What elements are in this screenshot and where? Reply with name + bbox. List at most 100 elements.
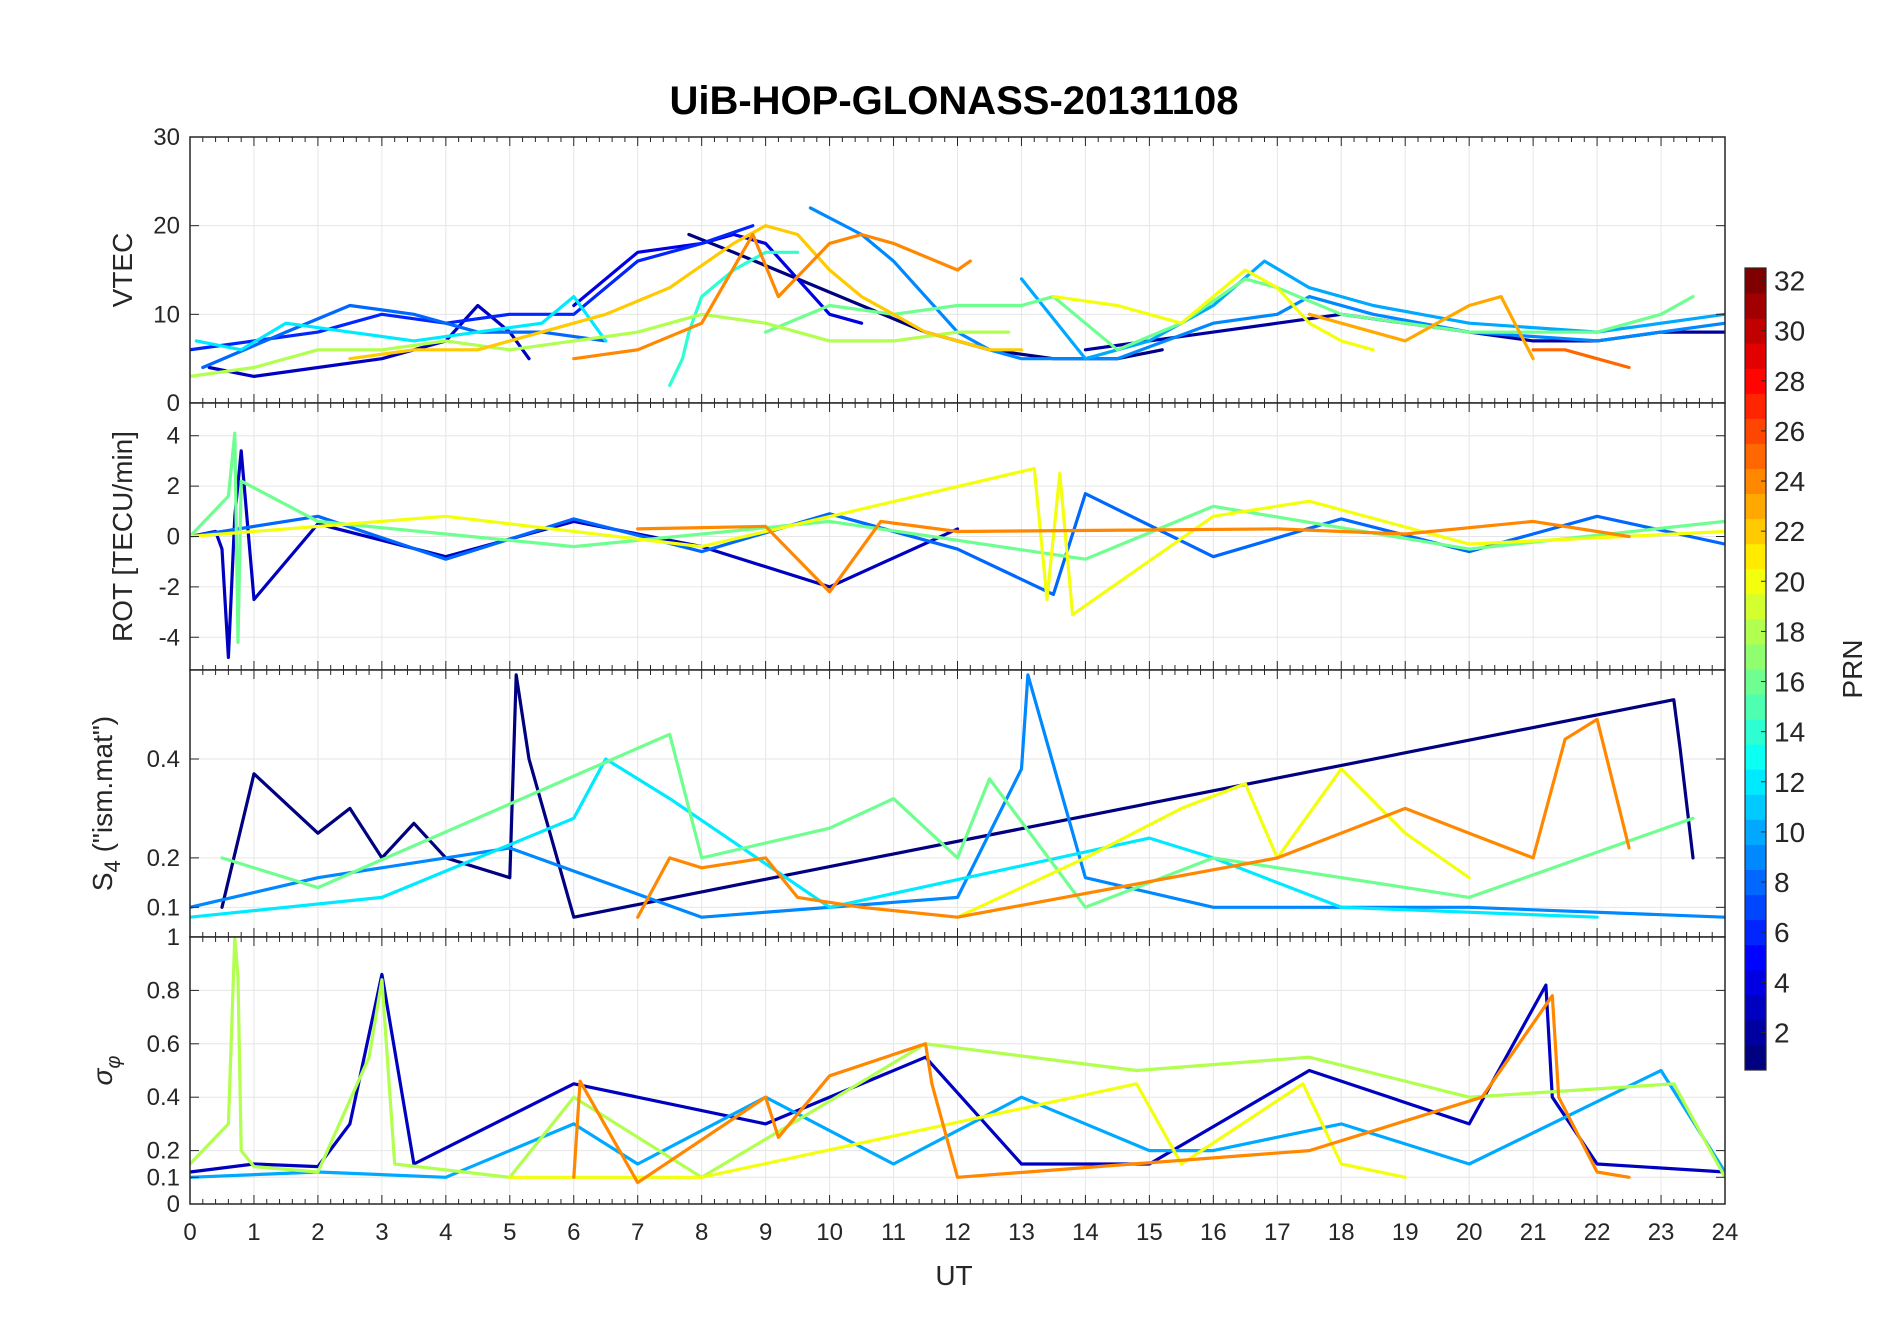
colorbar-segment <box>1745 1044 1766 1071</box>
x-tick-label: 9 <box>759 1219 772 1246</box>
colorbar-segment <box>1745 869 1766 896</box>
colorbar-segment <box>1745 468 1766 495</box>
series-line-prn-20 <box>190 466 1725 617</box>
colorbar-tick-label: 6 <box>1774 917 1790 948</box>
colorbar-tick-label: 12 <box>1774 767 1805 798</box>
ticks: 0 10 20 30 <box>153 124 1726 417</box>
colorbar-tick-label: 32 <box>1774 266 1805 297</box>
x-tick-label: 16 <box>1200 1219 1227 1246</box>
y-axis-label: ROT [TECU/min] <box>107 431 138 642</box>
colorbar-segment <box>1745 418 1766 444</box>
series-group <box>190 206 1725 387</box>
x-tick-label: 13 <box>1008 1219 1035 1246</box>
series-line-prn-6 <box>190 224 755 352</box>
colorbar-tick-label: 28 <box>1774 366 1805 397</box>
y-tick-label: -4 <box>159 624 180 651</box>
ticks: 0.1 0.2 0.4 <box>147 670 1726 937</box>
colorbar-tick-label: 22 <box>1774 516 1805 547</box>
colorbar-segment <box>1745 643 1766 670</box>
y-tick-label: 20 <box>153 213 180 240</box>
series-line-prn-20 <box>1051 268 1375 352</box>
colorbar-segment <box>1745 744 1766 770</box>
series-line-prn-12 <box>190 757 1599 919</box>
colorbar-tick-label: 2 <box>1774 1017 1790 1048</box>
x-tick-label: 6 <box>567 1219 580 1246</box>
x-tick-label: 23 <box>1648 1219 1675 1246</box>
y-tick-label: 0.4 <box>147 746 180 773</box>
colorbar-border <box>1744 267 1767 1071</box>
colorbar-tick-label: 14 <box>1774 717 1805 748</box>
y-tick-label: 0.1 <box>147 1164 180 1191</box>
series-line-prn-14 <box>668 250 800 387</box>
x-tick-label: 14 <box>1072 1219 1099 1246</box>
x-tick-label: 0 <box>183 1219 196 1246</box>
colorbar-segment <box>1745 343 1766 369</box>
series-line-prn-1 <box>220 673 1695 919</box>
series-line-prn-16 <box>220 732 1695 909</box>
gridlines <box>190 403 1725 670</box>
x-tick-label: 20 <box>1456 1219 1483 1246</box>
series-line-prn-24 <box>572 232 972 361</box>
series-line-prn-20 <box>955 767 1471 919</box>
colorbar-segment <box>1745 694 1766 720</box>
x-tick-label: 8 <box>695 1219 708 1246</box>
colorbar-tick-label: 24 <box>1774 466 1805 497</box>
x-tick-labels: 0 1 2 3 4 5 6 7 8 9 10 11 12 13 14 15 16 17 18 19 20 21 22 23 24 <box>183 1219 1738 1246</box>
y-tick-label: 2 <box>167 473 180 500</box>
colorbar-segment <box>1745 568 1766 595</box>
x-tick-label: 11 <box>881 1219 906 1246</box>
x-tick-label: 12 <box>944 1219 971 1246</box>
series-line-prn-3 <box>190 972 1725 1174</box>
colorbar-segment <box>1745 719 1766 745</box>
colorbar-segment <box>1745 994 1766 1021</box>
colorbar-segment <box>1745 819 1766 845</box>
x-tick-label: 21 <box>1520 1219 1547 1246</box>
colorbar-segment <box>1745 543 1766 570</box>
chart-title: UiB-HOP-GLONASS-20131108 <box>669 79 1238 123</box>
colorbar-segment <box>1745 1019 1766 1046</box>
panel-s4: 0.1 0.2 0.4 S4 ("ism.mat") <box>87 669 1726 938</box>
panel-rot: -4 -2 0 2 4 ROT [TECU/min] <box>107 402 1726 671</box>
y-tick-label: 10 <box>153 301 180 328</box>
colorbar-tick-label: 18 <box>1774 616 1805 647</box>
y-tick-label: 0 <box>167 524 180 551</box>
colorbar-segment <box>1745 669 1766 695</box>
y-axis-label: VTEC <box>107 233 138 308</box>
colorbar-tick-label: 26 <box>1774 416 1805 447</box>
colorbar-segment <box>1745 293 1766 319</box>
y-tick-label: 0 <box>167 1191 180 1218</box>
y-tick-label: 0.4 <box>147 1084 180 1111</box>
x-tick-label: 15 <box>1136 1219 1163 1246</box>
series-group <box>190 431 1725 659</box>
colorbar-segment <box>1745 794 1766 820</box>
y-tick-label: -2 <box>159 574 180 601</box>
x-tick-label: 24 <box>1712 1219 1739 1246</box>
colorbar-tick-label: 30 <box>1774 316 1805 347</box>
y-tick-label: 30 <box>153 124 180 151</box>
x-tick-label: 7 <box>631 1219 644 1246</box>
colorbar-segment <box>1745 593 1766 620</box>
series-line-prn-12 <box>194 295 608 352</box>
colorbar-segment <box>1745 919 1766 946</box>
series-line-prn-18 <box>190 312 1011 378</box>
series-line-prn-22 <box>348 224 1024 361</box>
y-tick-label: 0.6 <box>147 1031 180 1058</box>
x-tick-label: 19 <box>1392 1219 1419 1246</box>
series-line-prn-18 <box>190 937 1725 1179</box>
colorbar-segment <box>1745 493 1766 520</box>
series-group <box>190 937 1725 1185</box>
colorbar-segment <box>1745 518 1766 545</box>
series-line-prn-23 <box>1307 295 1535 361</box>
x-tick-label: 10 <box>816 1219 843 1246</box>
x-tick-label: 5 <box>503 1219 516 1246</box>
y-tick-label: 0 <box>167 390 180 417</box>
colorbar-segment <box>1745 368 1766 394</box>
colorbar-segment <box>1745 894 1766 921</box>
colorbar-tick-label: 8 <box>1774 867 1790 898</box>
colorbar-tick-label: 20 <box>1774 566 1805 597</box>
panel-sigma-phi: 00.10.2 0.4 0.6 0.8 1 σφ <box>87 924 1726 1218</box>
y-axis-label: σφ <box>87 1056 125 1086</box>
y-axis-label: S4 ("ism.mat") <box>87 716 125 891</box>
